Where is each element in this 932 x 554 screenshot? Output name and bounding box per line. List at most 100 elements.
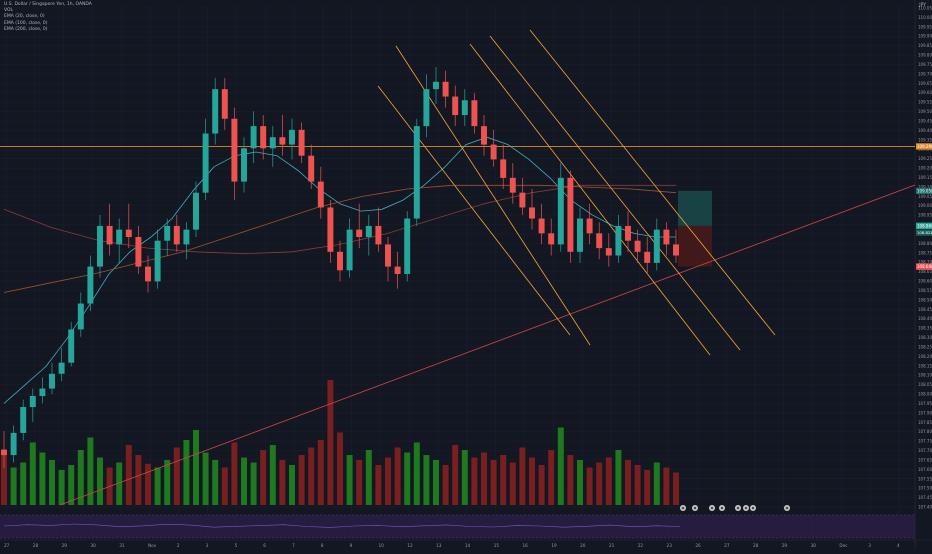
y-tick-label: 108.700 <box>918 260 932 265</box>
rsi-band <box>0 515 915 538</box>
resistance-price-tag-bg <box>916 143 932 150</box>
candle-body <box>241 148 247 182</box>
event-icon[interactable] <box>743 505 749 511</box>
y-tick-label: 108.300 <box>918 335 932 340</box>
candle-body <box>269 137 276 149</box>
candle-body <box>490 144 497 160</box>
candle-body <box>634 240 641 252</box>
volume-bar <box>673 472 679 505</box>
event-icon-center <box>720 506 724 510</box>
x-tick-label: 30 <box>811 543 817 548</box>
volume-bar <box>356 460 363 505</box>
y-tick-label: 109.100 <box>918 184 932 189</box>
y-tick-label: 108.250 <box>918 344 932 349</box>
volume-bar <box>615 450 622 505</box>
x-tick-label: 28 <box>753 543 759 548</box>
candle-body <box>250 126 257 149</box>
volume-bar <box>519 447 526 505</box>
candle-body <box>557 177 564 245</box>
y-tick-label: 107.900 <box>918 410 932 415</box>
x-tick-label: 13 <box>436 543 442 548</box>
volume-bar <box>289 465 295 505</box>
event-icon[interactable] <box>784 505 790 511</box>
x-tick-label: 21 <box>609 543 615 548</box>
candle-body <box>20 407 27 433</box>
event-icon[interactable] <box>735 505 741 511</box>
x-tick-label: 26 <box>695 543 701 548</box>
volume-bar <box>202 452 209 505</box>
candle-body <box>202 133 209 193</box>
event-icon[interactable] <box>709 505 715 511</box>
channel-line <box>489 35 741 351</box>
chart-legend: U.S. Dollar / Singapore Yen, 1h, OANDA V… <box>4 2 92 33</box>
legend-ema-mid[interactable]: EMA (100, close, 0) <box>4 20 48 26</box>
volume-bar <box>221 467 228 505</box>
y-tick-label: 108.000 <box>918 392 932 397</box>
event-icon[interactable] <box>680 505 686 511</box>
y-tick-label: 109.050 <box>918 194 932 199</box>
candle-body <box>413 126 420 219</box>
candle-body <box>231 118 238 182</box>
event-icon[interactable] <box>719 505 725 511</box>
volume-bar <box>433 460 439 505</box>
y-tick-label: 108.500 <box>918 297 932 302</box>
event-icon[interactable] <box>750 505 756 511</box>
y-tick-label: 109.550 <box>918 100 932 105</box>
candle-body <box>87 266 94 304</box>
legend-ema-fast[interactable]: EMA (20, close, 0) <box>4 14 45 20</box>
candle-body <box>663 229 670 245</box>
volume-bar <box>481 452 487 505</box>
event-icons[interactable] <box>680 505 790 511</box>
volume-bar <box>145 463 151 505</box>
currency-label[interactable]: JPY <box>919 3 926 8</box>
x-tick-label: 31 <box>119 543 125 548</box>
y-tick-label: 108.400 <box>918 316 932 321</box>
volume-bar <box>365 450 372 505</box>
volume-bar <box>394 447 401 505</box>
y-tick-label: 109.950 <box>918 24 932 29</box>
volume-bar <box>20 462 27 505</box>
legend-ema-slow[interactable]: EMA (200, close, 0) <box>4 26 48 32</box>
y-tick-label: 109.000 <box>918 203 932 208</box>
candle-body <box>452 96 459 116</box>
legend-symbol[interactable]: U.S. Dollar / Singapore Yen, 1h, OANDA <box>4 2 92 7</box>
candle-body <box>29 395 36 408</box>
volume-bar <box>135 455 142 505</box>
x-tick-label: 3 <box>868 543 871 548</box>
candle-body <box>68 329 75 363</box>
candle-body <box>577 218 583 252</box>
y-tick-label: 107.550 <box>918 476 932 481</box>
volume-bar <box>442 465 449 505</box>
candle-body <box>193 192 199 230</box>
time-axis[interactable]: 27 28 29 30 31 Nov 2 3 5 6 7 8 9 10 12 13 14 15 16 19 20 21 22… <box>4 543 900 548</box>
channel-line <box>377 85 571 336</box>
y-tick-label: 107.850 <box>918 420 932 425</box>
y-tick-label: 108.800 <box>918 241 932 246</box>
target-price-tag-bg <box>916 187 932 195</box>
event-icon-center <box>744 506 748 510</box>
legend-volume[interactable]: VOL <box>4 8 14 14</box>
candle-body <box>605 248 612 256</box>
y-tick-label: 108.200 <box>918 354 932 359</box>
volume-bar <box>298 455 305 505</box>
y-tick-label: 109.850 <box>918 43 932 48</box>
volume-bar <box>250 462 257 505</box>
x-tick-label: 10 <box>378 543 384 548</box>
y-tick-label: 110.050 <box>918 6 932 11</box>
stop-price-tag: 108.640 <box>917 264 932 269</box>
candle-body <box>567 177 574 252</box>
candle-body <box>1 449 7 456</box>
candle-body <box>625 225 631 241</box>
y-tick-label: 108.950 <box>918 213 932 218</box>
current-price-tag-bg <box>916 222 932 230</box>
price-axis[interactable]: 110.050 110.000 109.950 109.900 109.850 109.8… <box>916 6 932 510</box>
candle-body <box>337 251 343 271</box>
event-icon[interactable] <box>692 505 698 511</box>
candle-body <box>394 266 401 274</box>
candle-body <box>39 388 46 396</box>
y-tick-label: 107.650 <box>918 457 932 462</box>
x-tick-label: 30 <box>90 543 96 548</box>
candle-body <box>500 159 507 178</box>
